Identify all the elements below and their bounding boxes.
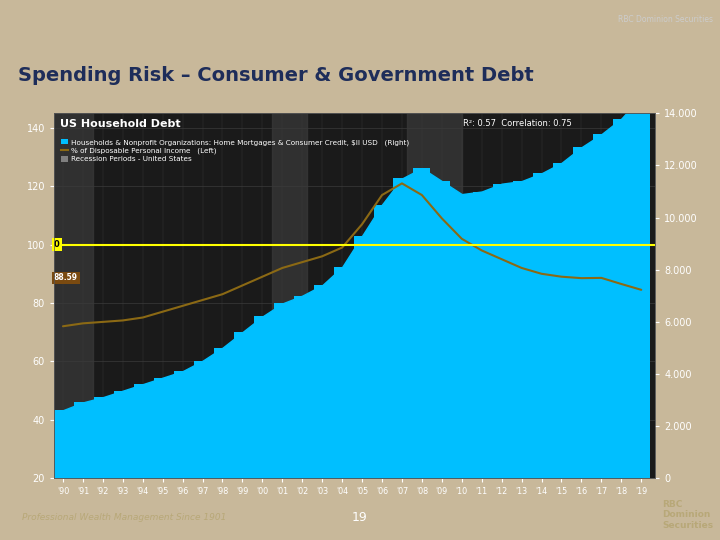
Bar xyxy=(94,397,112,478)
Bar xyxy=(633,97,649,478)
Bar xyxy=(194,361,211,478)
Text: 88.59: 88.59 xyxy=(54,273,78,282)
Bar xyxy=(174,371,191,478)
Text: Professional Wealth Management Since 1901: Professional Wealth Management Since 190… xyxy=(22,512,226,522)
Text: R²: 0.57  Correlation: 0.75: R²: 0.57 Correlation: 0.75 xyxy=(463,119,572,128)
Bar xyxy=(55,410,71,478)
Bar xyxy=(413,168,431,478)
Bar xyxy=(294,296,311,478)
Text: US Household Debt: US Household Debt xyxy=(60,119,181,129)
Bar xyxy=(214,348,231,478)
Bar xyxy=(394,179,410,478)
Bar xyxy=(234,332,251,478)
Bar xyxy=(254,316,271,478)
Bar xyxy=(493,184,510,478)
Bar xyxy=(473,192,490,478)
Bar xyxy=(613,119,630,478)
Bar xyxy=(573,147,590,478)
Bar xyxy=(553,163,570,478)
Text: 19: 19 xyxy=(352,510,368,524)
Bar xyxy=(274,303,291,478)
Bar xyxy=(154,377,171,478)
Text: 0: 0 xyxy=(54,240,60,249)
Text: Spending Risk – Consumer & Government Debt: Spending Risk – Consumer & Government De… xyxy=(18,66,534,85)
Text: RBC
Dominion
Securities: RBC Dominion Securities xyxy=(662,500,714,530)
Bar xyxy=(53,113,93,478)
Bar xyxy=(354,236,371,478)
Bar xyxy=(272,113,307,478)
Bar xyxy=(134,384,151,478)
Bar xyxy=(114,390,131,478)
Bar xyxy=(374,205,390,478)
Bar xyxy=(593,134,610,478)
Text: RBC Dominion Securities: RBC Dominion Securities xyxy=(618,15,713,24)
Bar xyxy=(314,285,330,478)
Text: 14646.9: 14646.9 xyxy=(0,539,1,540)
Bar xyxy=(74,402,91,478)
Bar xyxy=(433,181,450,478)
Bar xyxy=(454,194,470,478)
Bar xyxy=(407,113,462,478)
Bar xyxy=(513,181,530,478)
Bar xyxy=(533,173,550,478)
Bar xyxy=(333,267,351,478)
Legend: Households & Nonprofit Organizations: Home Mortgages & Consumer Credit, $II USD : Households & Nonprofit Organizations: Ho… xyxy=(60,139,409,163)
